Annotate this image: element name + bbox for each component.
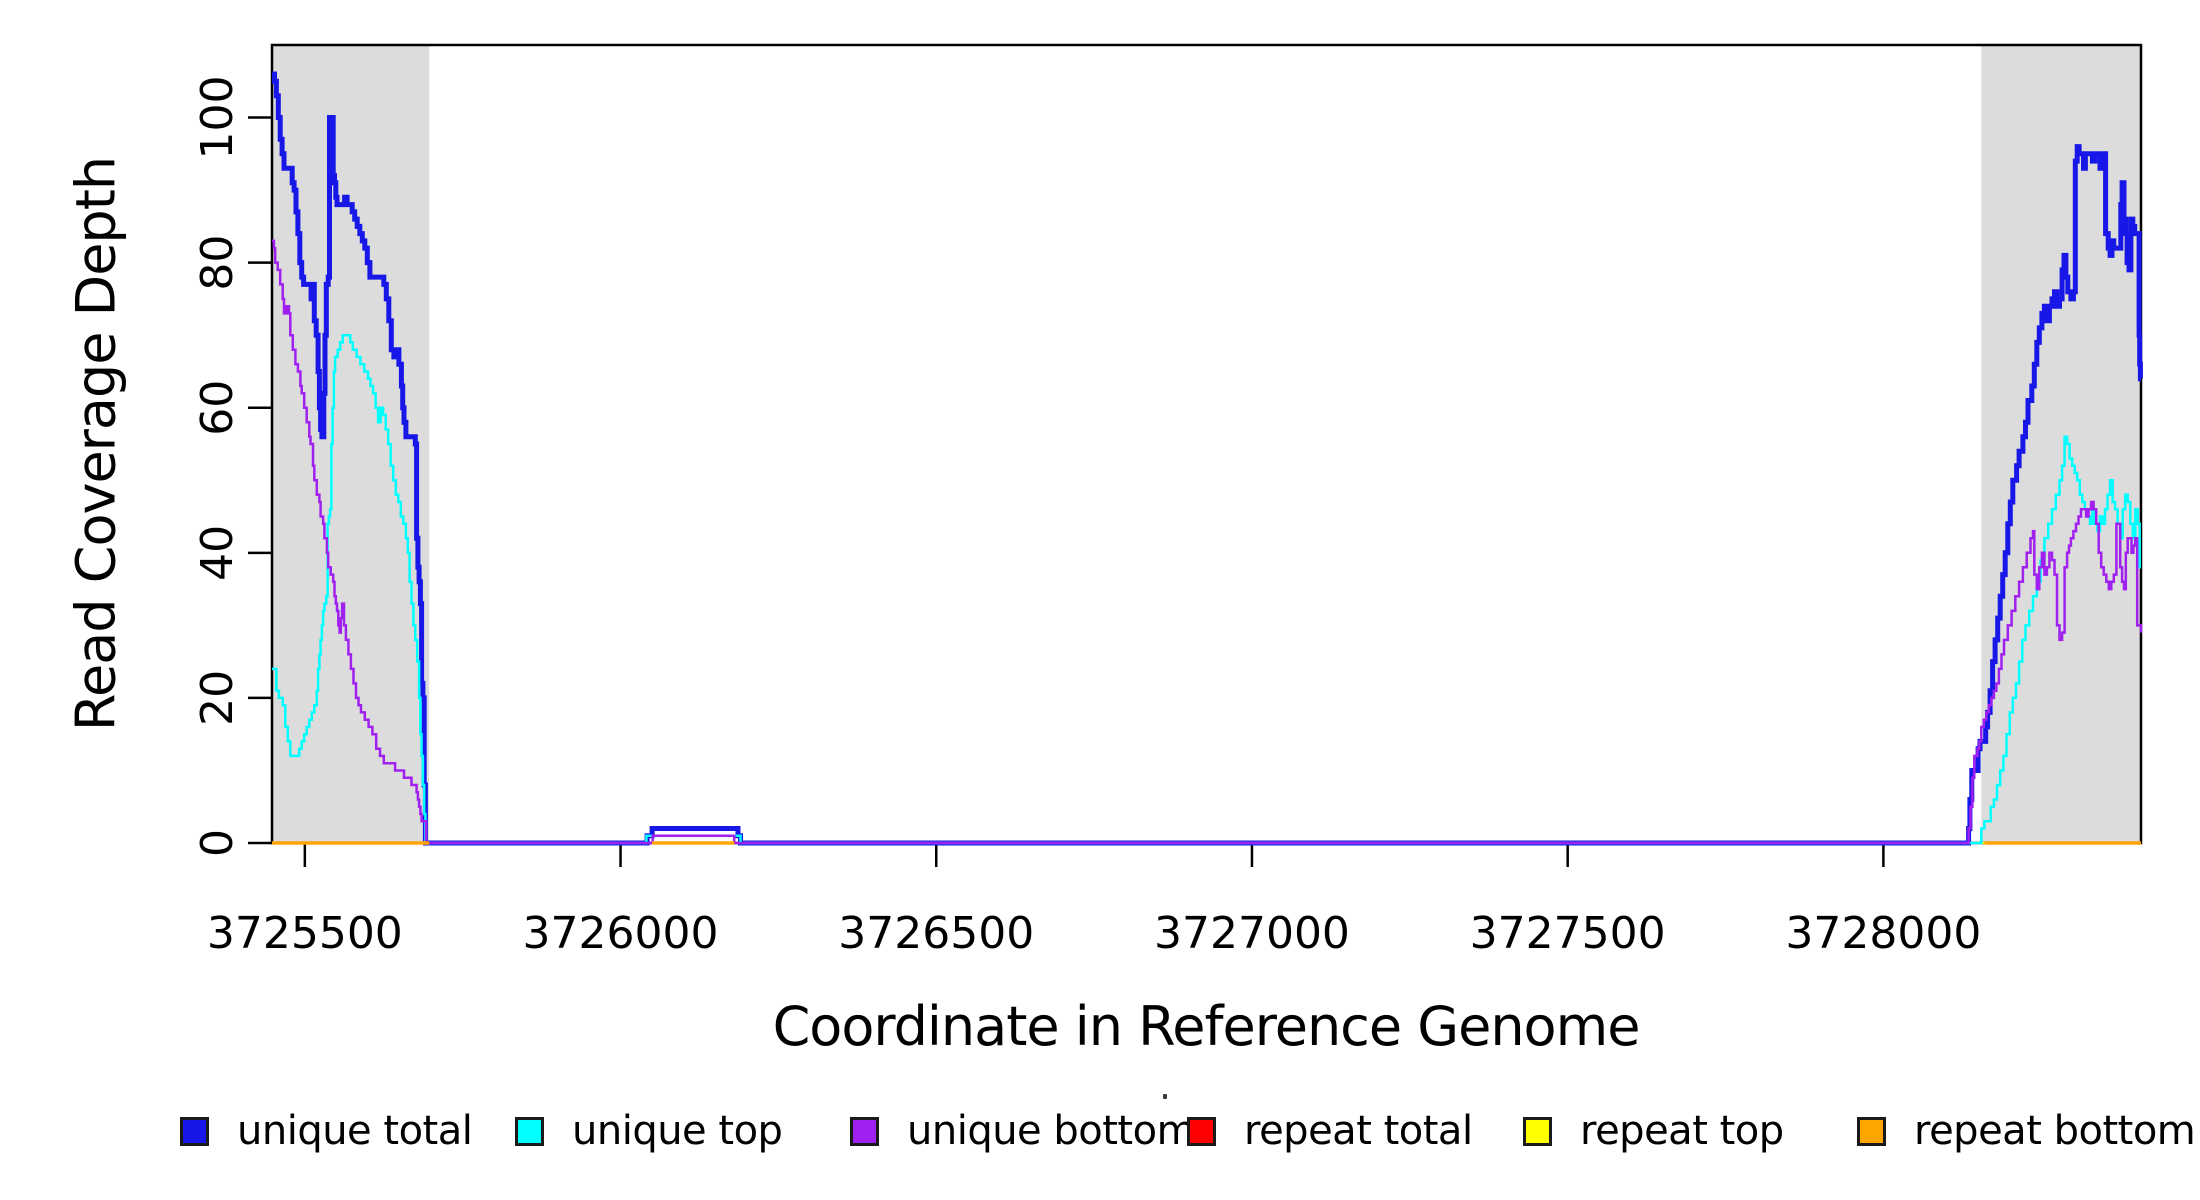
- legend-label: repeat bottom: [1914, 1108, 2196, 1154]
- y-axis-title: Read Coverage Depth: [64, 156, 128, 732]
- legend-item-repeat-bottom: repeat bottom: [1857, 1108, 2196, 1154]
- legend-item-repeat-top: repeat top: [1523, 1108, 1784, 1154]
- y-tick-label: 100: [192, 76, 243, 160]
- legend-label: unique total: [237, 1108, 473, 1154]
- x-tick-label: 3725500: [207, 908, 403, 959]
- legend: unique total unique top unique bottom repea…: [0, 1108, 2200, 1168]
- legend-swatch-icon: [180, 1116, 209, 1146]
- legend-item-unique-bottom: unique bottom: [850, 1108, 1196, 1154]
- y-tick-label: 40: [192, 525, 243, 581]
- stray-dot: [1163, 1094, 1167, 1099]
- x-tick-label: 3727500: [1470, 908, 1666, 959]
- legend-swatch-icon: [850, 1116, 879, 1146]
- legend-label: unique top: [572, 1108, 783, 1154]
- legend-item-unique-total: unique total: [180, 1108, 473, 1154]
- x-tick-label: 3727000: [1154, 908, 1350, 959]
- right-gray-band: [1981, 45, 2141, 843]
- legend-label: unique bottom: [907, 1108, 1196, 1154]
- legend-item-unique-top: unique top: [515, 1108, 783, 1154]
- x-axis-title: Coordinate in Reference Genome: [772, 995, 1641, 1058]
- legend-swatch-icon: [515, 1116, 544, 1146]
- legend-label: repeat total: [1244, 1108, 1473, 1154]
- x-tick-label: 3728000: [1785, 908, 1981, 959]
- x-tick-label: 3726000: [523, 908, 719, 959]
- series-line-unique-top: [272, 333, 2141, 845]
- series-line-unique-total: [272, 71, 2143, 846]
- y-tick-label: 20: [192, 670, 243, 726]
- y-tick-label: 60: [192, 380, 243, 436]
- legend-item-repeat-total: repeat total: [1187, 1108, 1473, 1154]
- legend-swatch-icon: [1857, 1116, 1886, 1146]
- legend-swatch-icon: [1523, 1116, 1552, 1146]
- plot-box: [270, 43, 2143, 845]
- y-tick-label: 0: [192, 829, 243, 857]
- legend-label: repeat top: [1580, 1108, 1784, 1154]
- legend-swatch-icon: [1187, 1116, 1216, 1146]
- x-tick-label: 3726500: [838, 908, 1034, 959]
- left-gray-band: [272, 45, 430, 843]
- series-line-unique-bottom: [272, 239, 2143, 845]
- y-tick-label: 80: [192, 235, 243, 291]
